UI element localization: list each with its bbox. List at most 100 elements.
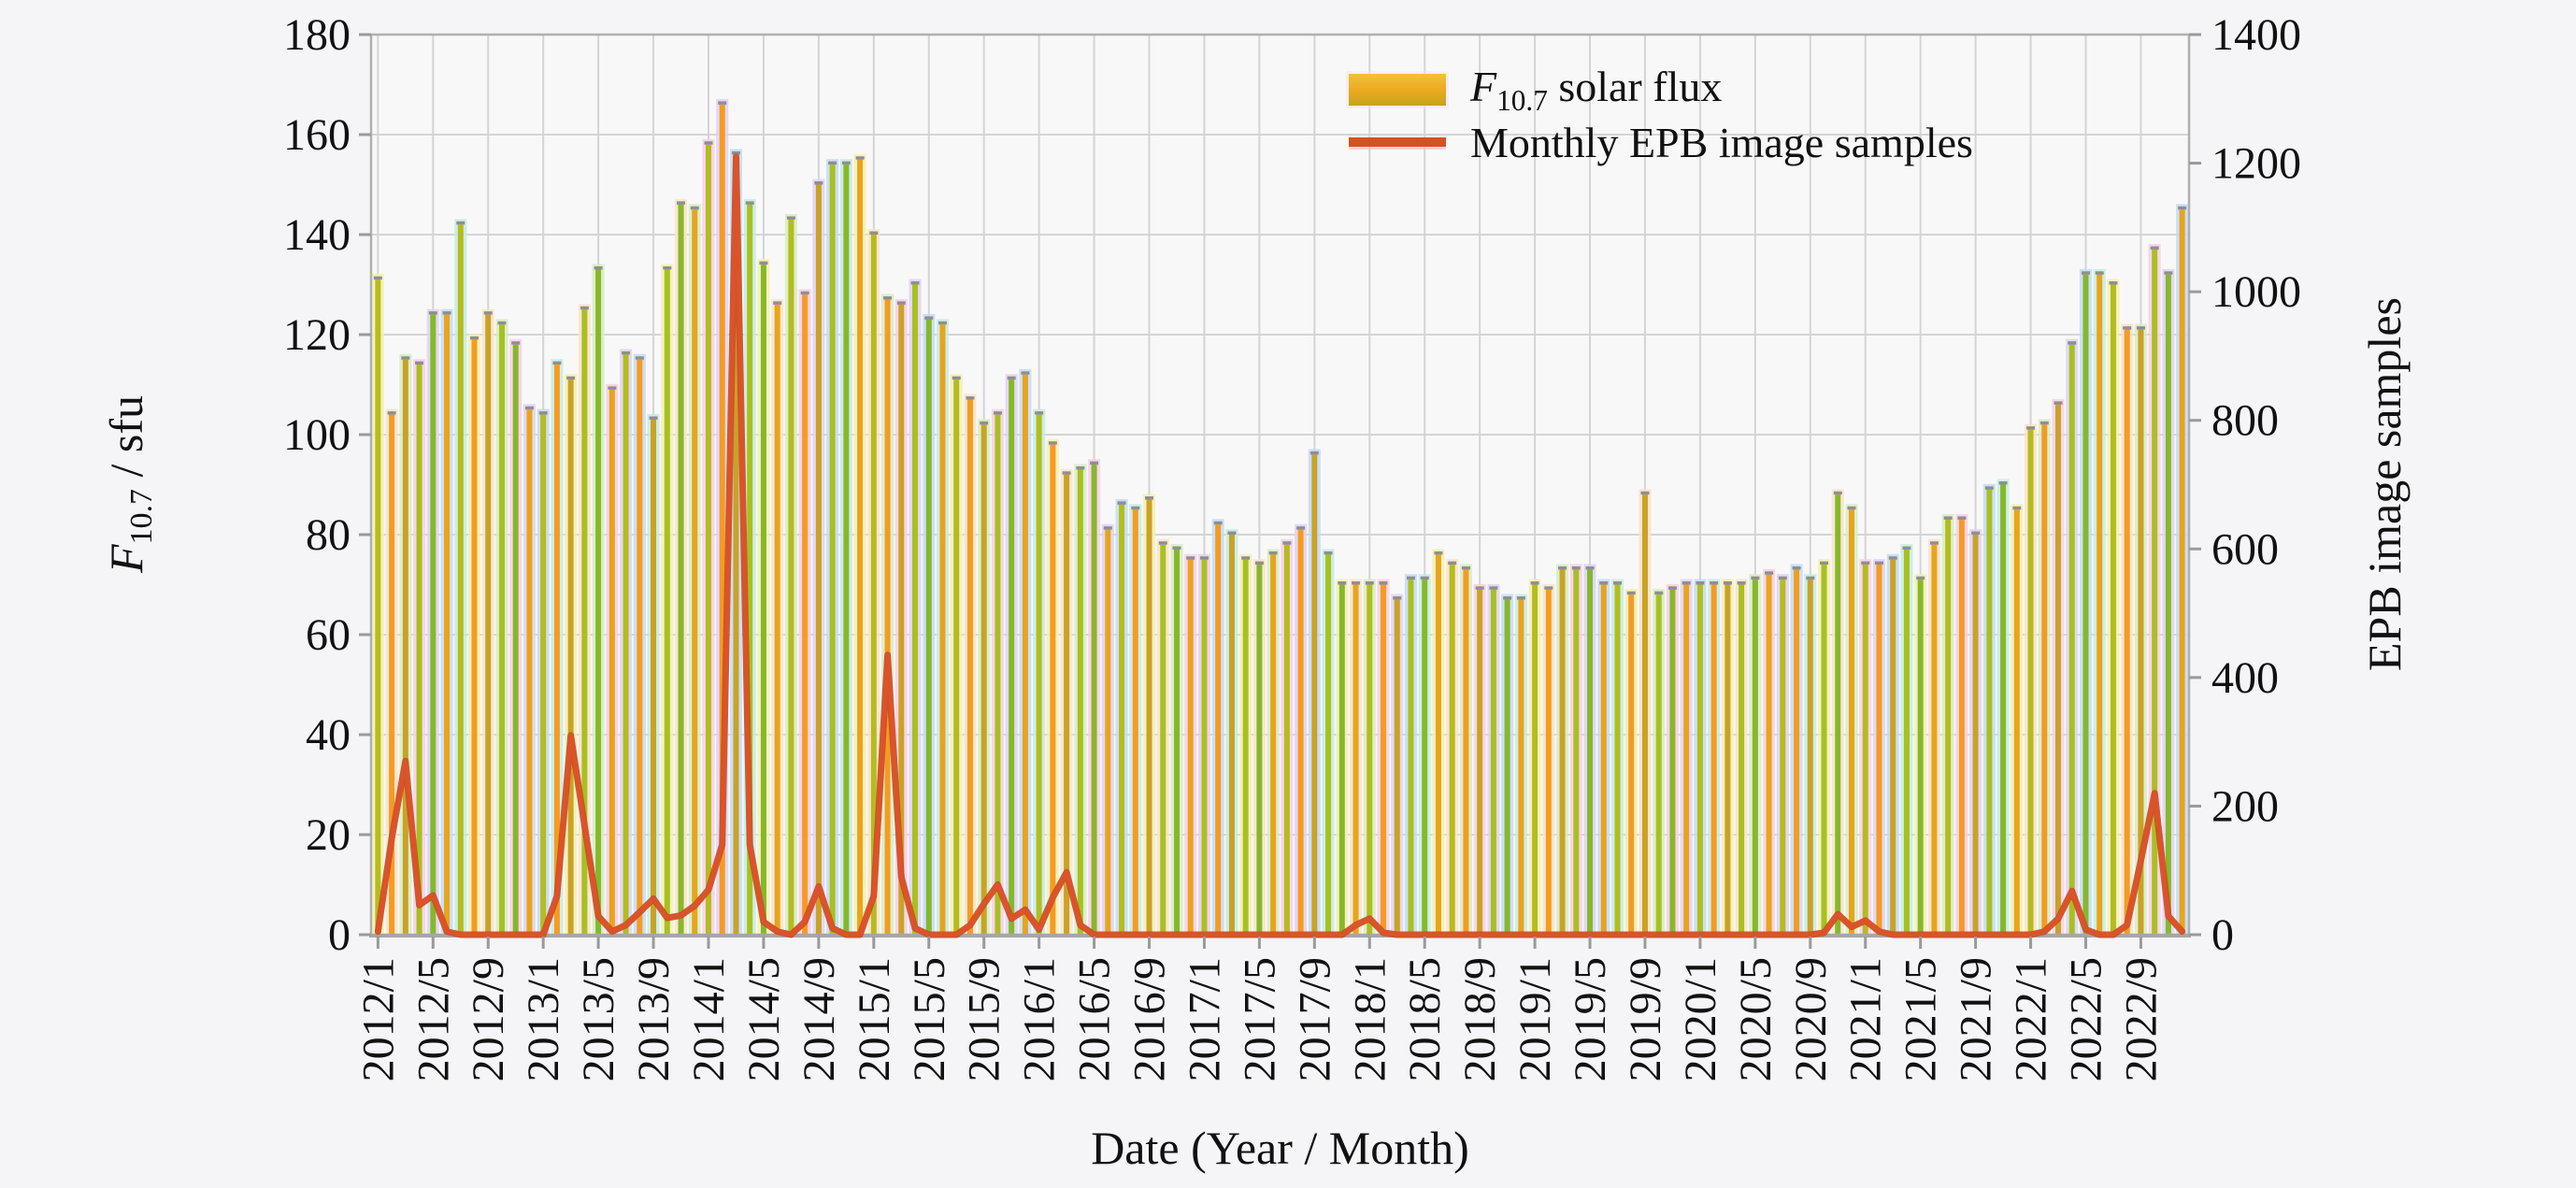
bar-cap [1943,516,1953,520]
bar-cap [1654,591,1664,595]
bar-cap [1571,565,1581,570]
bar [912,284,919,935]
bar [1917,580,1924,935]
bar [1655,594,1662,935]
bar [1422,580,1428,935]
bar [1091,465,1097,935]
bar [995,414,1001,936]
x-axis-tick-label: 2021/1 [1841,957,1891,1081]
bar-cap [1516,596,1525,600]
bar-cap [731,150,740,155]
bar-cap [718,101,727,105]
bar [2124,329,2130,935]
bar [457,224,464,936]
bar-cap [937,321,947,325]
bar-cap [1530,581,1539,585]
bar-cap [1352,581,1361,585]
bar-cap [387,411,396,415]
bar-cap [580,306,589,310]
bar-cap [1241,556,1251,560]
x-axis-tick-label: 2016/9 [1125,957,1175,1081]
bar [1408,580,1414,935]
plot-area [371,35,2189,935]
bar [1297,529,1304,935]
bar-cap [759,261,768,265]
bar-cap [2150,246,2159,250]
bar-cap [2109,281,2118,285]
bar-cap [1007,376,1016,380]
bar-cap [2054,401,2063,405]
bar-cap [1888,556,1897,560]
legend-bar-swatch [1349,74,1446,106]
bar-cap [869,231,879,235]
bar-cap [1448,561,1457,565]
bar [2179,209,2185,935]
bar [2082,274,2089,935]
bar [1862,565,1868,935]
bar-cap [594,265,603,270]
bar [760,265,766,936]
bar-cap [1296,526,1306,530]
bar [1780,580,1786,935]
left-axis-tick-label: 140 [283,210,351,260]
bar [2152,250,2158,935]
x-axis-tick-label: 2017/1 [1180,957,1229,1081]
bar [1794,569,1800,935]
bar-cap [1227,531,1237,535]
bar [1449,565,1455,935]
x-axis-tick-label: 2018/1 [1345,957,1395,1081]
bar-cap [470,336,479,340]
bar-cap [1847,506,1856,510]
bar [651,419,657,935]
bar [1119,504,1125,935]
bar-cap [1172,546,1181,551]
x-axis-tick-label: 2022/1 [2007,957,2056,1081]
x-axis-tick-label: 2020/5 [1731,957,1781,1081]
bar [719,104,725,935]
right-axis-tick-label: 600 [2211,524,2279,574]
bar-cap [1957,516,1967,520]
left-axis-title: F10.7 / sfu [100,395,159,574]
x-axis-tick-label: 2015/9 [960,957,1009,1081]
bar [1890,559,1896,935]
bar [925,319,932,935]
right-axis-tick-label: 0 [2211,910,2234,960]
bar [1600,584,1607,935]
bar [402,359,408,935]
bar [1559,569,1566,935]
bar-cap [1792,565,1801,570]
bar [1532,584,1538,935]
left-axis-tick-label: 40 [306,710,351,760]
x-axis-tick-label: 2021/9 [1952,957,2001,1081]
x-axis-title: Date (Year / Month) [1091,1122,1469,1174]
bar [581,309,588,935]
bar-cap [1420,576,1429,580]
bar [966,399,973,935]
bar [788,219,794,935]
x-axis-tick-label: 2014/1 [684,957,734,1081]
bar-cap [1806,576,1815,580]
bar [2068,344,2075,935]
bar-cap [855,156,865,160]
bar [1463,569,1469,935]
bar-cap [415,361,424,365]
bar-cap [1021,371,1030,375]
bar [953,379,960,935]
bar [1958,519,1965,935]
bar-cap [497,321,507,325]
bar-cap [800,291,809,295]
bar [1270,554,1277,935]
bar [1022,374,1028,935]
bar-cap [1199,556,1209,560]
bar-cap [1268,551,1278,555]
bar-cap [1916,576,1925,580]
epb-line [376,154,2184,938]
bar [1077,469,1083,935]
bar-cap [608,386,617,390]
bar [1173,550,1180,935]
bar [375,279,381,935]
bar [1848,509,1854,935]
x-axis-tick-label: 2017/9 [1290,957,1339,1081]
bar-cap [456,221,465,225]
